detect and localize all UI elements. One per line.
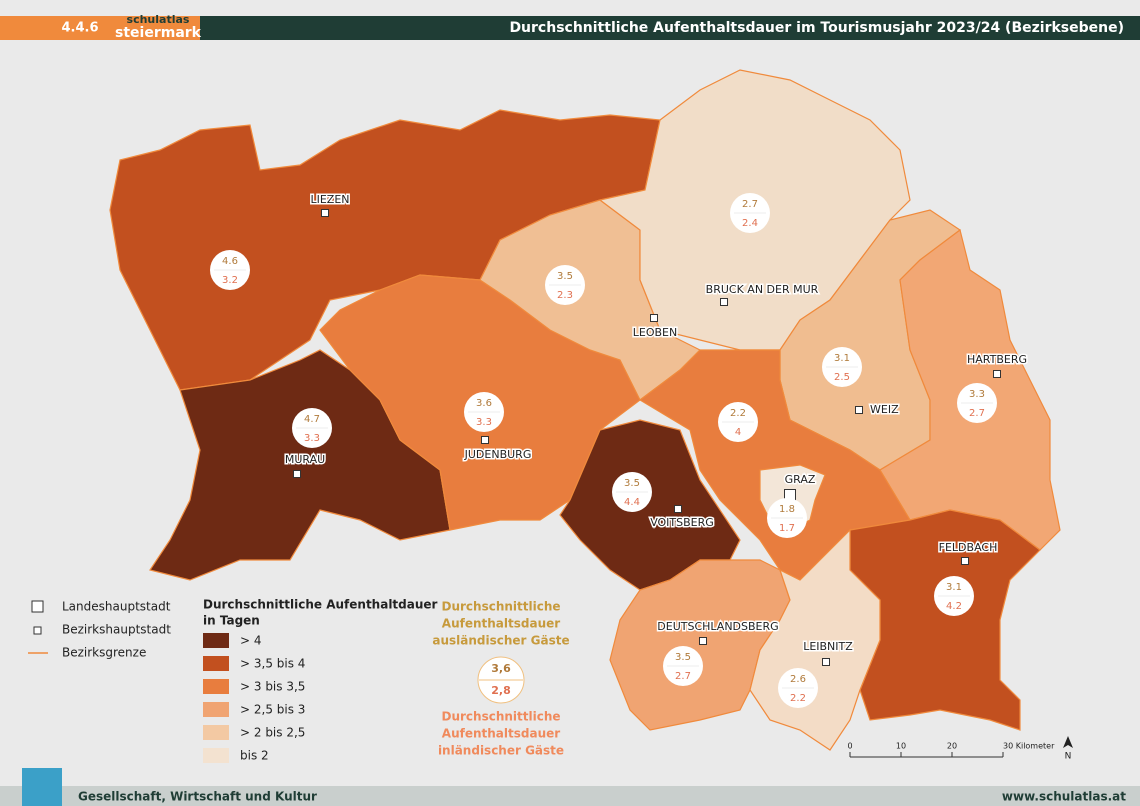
legend-symbol-label: Bezirkshauptstadt (62, 623, 171, 637)
domestic-value: 1.7 (779, 523, 795, 534)
footer-bar (0, 786, 1140, 806)
foreign-value: 3.6 (476, 398, 492, 409)
domestic-value: 2.7 (675, 671, 691, 682)
legend-symbol-label: Landeshauptstadt (62, 600, 171, 614)
city-marker (293, 470, 301, 478)
district-name: JUDENBURG (464, 448, 532, 461)
city-marker (699, 637, 707, 645)
domestic-value: 2.4 (742, 218, 758, 229)
scale-label: 30 Kilometer (1003, 742, 1055, 751)
section-number: 4.4.6 (61, 21, 98, 36)
footer-right: www.schulatlas.at (1002, 790, 1126, 804)
district-name: LEIBNITZ (803, 640, 853, 653)
district-name: WEIZ (870, 403, 899, 416)
legend-class-label: > 2 bis 2,5 (240, 726, 305, 740)
legend-swatch (203, 656, 229, 671)
legend-swatch (203, 725, 229, 740)
logo-top: schulatlas (127, 13, 190, 26)
domestic-value: 4 (735, 427, 741, 438)
district-name: HARTBERG (967, 353, 1027, 366)
foreign-legend-text: Durchschnittliche (441, 600, 560, 614)
district-area (149, 349, 451, 581)
north-arrow (1063, 736, 1073, 748)
north-label: N (1065, 752, 1072, 762)
foreign-value: 3.3 (969, 389, 985, 400)
sample-foreign: 3,6 (491, 662, 511, 675)
foreign-value: 4.6 (222, 256, 238, 267)
foreign-legend-text: ausländischer Gäste (432, 634, 569, 648)
foreign-value: 3.1 (946, 582, 962, 593)
city-marker (855, 406, 863, 414)
district-name: LEOBEN (633, 326, 677, 339)
foreign-value: 1.8 (779, 504, 795, 515)
district-name: MURAU (285, 453, 325, 466)
legend-class-label: > 2,5 bis 3 (240, 703, 305, 717)
city-marker (822, 658, 830, 666)
footer-left: Gesellschaft, Wirtschaft und Kultur (78, 790, 317, 804)
domestic-value: 3.2 (222, 275, 238, 286)
domestic-value: 2.7 (969, 408, 985, 419)
foreign-value: 3.5 (557, 271, 573, 282)
foreign-legend-text: Aufenthaltsdauer (442, 617, 560, 631)
foreign-value: 2.2 (730, 408, 746, 419)
header-title: Durchschnittliche Aufenthaltsdauer im To… (509, 20, 1124, 36)
legend-class-label: bis 2 (240, 749, 269, 763)
foreign-value: 3.5 (624, 478, 640, 489)
city-marker (961, 557, 969, 565)
domestic-value: 2.2 (790, 693, 806, 704)
city-marker (720, 298, 728, 306)
district-name: BRUCK AN DER MUR (706, 283, 819, 296)
city-marker (481, 436, 489, 444)
sample-domestic: 2,8 (491, 684, 511, 697)
scale-label: 20 (947, 742, 957, 751)
domestic-value: 3.3 (304, 433, 320, 444)
domestic-value: 3.3 (476, 417, 492, 428)
city-marker (993, 370, 1001, 378)
foreign-value: 3.1 (834, 353, 850, 364)
logo-bottom: steiermark (115, 25, 202, 41)
domestic-legend-text: Durchschnittliche (441, 710, 560, 724)
foreign-value: 3.5 (675, 652, 691, 663)
legend-swatch (203, 679, 229, 694)
header-accent (0, 16, 200, 40)
legend-class-label: > 3,5 bis 4 (240, 657, 305, 671)
district-name: GRAZ (785, 473, 816, 486)
district-name: DEUTSCHLANDSBERG (657, 620, 778, 633)
legend-class-label: > 3 bis 3,5 (240, 680, 305, 694)
legend-title: in Tagen (203, 614, 260, 628)
scale-label: 0 (847, 742, 852, 751)
district-name: LIEZEN (310, 193, 349, 206)
domestic-value: 4.2 (946, 601, 962, 612)
legend-swatch (203, 633, 229, 648)
legend-swatch (203, 702, 229, 717)
city-marker (674, 505, 682, 513)
domestic-value: 2.5 (834, 372, 850, 383)
domestic-value: 4.4 (624, 497, 640, 508)
foreign-value: 4.7 (304, 414, 320, 425)
legend-class-label: > 4 (240, 634, 262, 648)
scale-label: 10 (896, 742, 906, 751)
foreign-value: 2.7 (742, 199, 758, 210)
foreign-value: 2.6 (790, 674, 806, 685)
legend-symbol-label: Bezirksgrenze (62, 646, 146, 660)
district-name: VOITSBERG (650, 516, 714, 529)
legend-symbol (33, 626, 42, 635)
footer-logo (22, 768, 62, 806)
city-marker (650, 314, 658, 322)
legend-swatch (203, 748, 229, 763)
domestic-value: 2.3 (557, 290, 573, 301)
city-marker (321, 209, 329, 217)
legend-title: Durchschnittliche Aufenthaltdauer (203, 598, 438, 612)
legend-symbol (31, 600, 44, 613)
domestic-legend-text: inländischer Gäste (438, 744, 564, 758)
district-name: FELDBACH (939, 541, 998, 554)
domestic-legend-text: Aufenthaltsdauer (442, 727, 560, 741)
